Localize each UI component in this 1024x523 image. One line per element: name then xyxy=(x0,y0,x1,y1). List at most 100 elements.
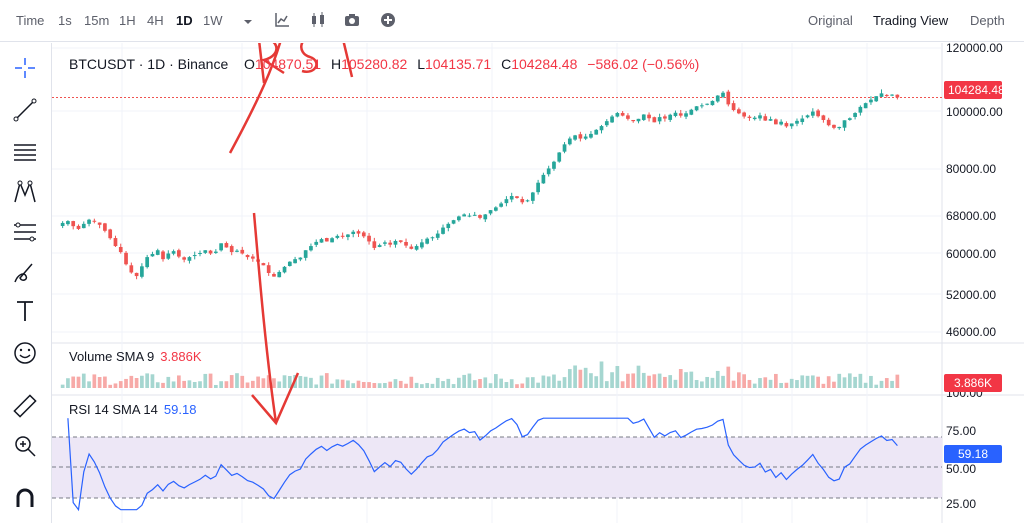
candle-body xyxy=(758,115,762,119)
volume-bar xyxy=(895,374,900,388)
volume-bar xyxy=(240,375,245,388)
candles-icon[interactable] xyxy=(308,10,328,30)
volume-bar xyxy=(388,381,393,388)
emoji-icon[interactable] xyxy=(10,338,40,368)
volume-bar xyxy=(446,378,451,388)
candle-body xyxy=(208,250,213,254)
symbol-label[interactable]: BTCUSDT · 1D · Binance xyxy=(69,56,229,72)
add-icon[interactable] xyxy=(378,10,398,30)
camera-icon[interactable] xyxy=(342,10,362,30)
change-value: −586.02 (−0.56%) xyxy=(587,56,700,72)
view-tradingview-button[interactable]: Trading View xyxy=(873,13,949,28)
volume-legend[interactable]: Volume SMA 9 3.886K xyxy=(69,349,201,364)
candle-body xyxy=(409,246,414,249)
candle-body xyxy=(298,257,303,260)
candle-body xyxy=(293,259,297,264)
view-original-button[interactable]: Original xyxy=(808,13,853,28)
candle-body xyxy=(626,115,630,119)
volume-bar xyxy=(282,375,287,388)
rsi-axis-label: 25.00 xyxy=(946,497,977,511)
volume-bar xyxy=(372,383,377,388)
candle-body xyxy=(187,257,192,261)
chart-canvas[interactable] xyxy=(52,43,1024,523)
horizontal-lines-icon[interactable] xyxy=(10,137,40,167)
volume-bar xyxy=(483,377,488,388)
volume-bar xyxy=(789,378,794,388)
chevron-down-icon[interactable] xyxy=(238,12,258,32)
brush-icon[interactable] xyxy=(10,258,40,288)
timeframe-1d[interactable]: 1D xyxy=(176,13,193,28)
volume-bar xyxy=(494,374,498,388)
volume-bar xyxy=(129,375,134,388)
volume-bar xyxy=(879,380,884,388)
timeframe-4h[interactable]: 4H xyxy=(147,13,164,28)
candle-body xyxy=(494,207,498,211)
volume-bar xyxy=(599,361,604,388)
volume-bar xyxy=(652,374,657,388)
candle-body xyxy=(821,115,826,120)
rsi-axis-label: 75.00 xyxy=(946,424,977,438)
candle-body xyxy=(377,245,382,247)
volume-bar xyxy=(314,384,319,388)
high-label: H xyxy=(330,56,342,72)
timeframe-1h[interactable]: 1H xyxy=(119,13,136,28)
volume-bar xyxy=(536,382,540,388)
volume-bar xyxy=(747,379,752,388)
rsi-line xyxy=(67,417,898,512)
fib-icon[interactable] xyxy=(10,217,40,247)
candle-body xyxy=(863,103,868,109)
volume-bar xyxy=(731,380,736,388)
zoom-icon[interactable] xyxy=(10,431,40,461)
volume-bar xyxy=(520,383,525,388)
candle-body xyxy=(663,116,667,119)
candle-body xyxy=(324,238,329,242)
volume-bar xyxy=(266,375,271,388)
open-label: O xyxy=(244,56,255,72)
candle-body xyxy=(488,210,493,214)
volume-bar xyxy=(298,376,303,388)
pattern-icon[interactable] xyxy=(10,177,40,207)
rsi-legend[interactable]: RSI 14 SMA 14 59.18 xyxy=(69,402,196,417)
candle-body xyxy=(589,133,593,138)
volume-bar xyxy=(604,381,609,388)
indicators-icon[interactable] xyxy=(272,10,292,30)
volume-bar xyxy=(488,383,493,388)
candle-body xyxy=(435,233,440,238)
candle-body xyxy=(578,134,583,139)
volume-bar xyxy=(235,373,239,388)
candle-body xyxy=(166,253,171,259)
close-label: C xyxy=(501,56,512,72)
candle-body xyxy=(129,265,134,273)
ruler-icon[interactable] xyxy=(10,391,40,421)
annotation-letter-s xyxy=(300,43,318,73)
candle-body xyxy=(472,214,477,216)
candle-body xyxy=(97,222,102,225)
volume-bar xyxy=(552,374,556,388)
volume-bar xyxy=(103,376,107,388)
candle-body xyxy=(530,192,535,201)
timeframe-1s[interactable]: 1s xyxy=(58,13,72,28)
volume-bar xyxy=(890,380,894,388)
crosshair-icon[interactable] xyxy=(10,53,40,83)
candle-body xyxy=(103,223,107,231)
candle-body xyxy=(832,124,836,128)
candle-body xyxy=(118,247,123,253)
volume-bar xyxy=(758,378,762,388)
candle-body xyxy=(805,115,810,118)
candle-body xyxy=(641,114,646,120)
view-depth-button[interactable]: Depth xyxy=(970,13,1005,28)
volume-bar xyxy=(404,383,408,388)
trendline-icon[interactable] xyxy=(10,95,40,125)
volume-bar xyxy=(303,376,308,388)
text-icon[interactable] xyxy=(10,296,40,326)
candle-body xyxy=(779,121,783,125)
volume-bar xyxy=(451,384,456,388)
magnet-icon[interactable] xyxy=(10,483,40,513)
volume-bar xyxy=(610,372,614,388)
timeframe-1w[interactable]: 1W xyxy=(203,13,223,28)
time-label[interactable]: Time xyxy=(16,13,45,28)
candle-body xyxy=(700,105,704,107)
candle-body xyxy=(694,106,699,111)
candle-body xyxy=(372,241,377,248)
timeframe-15m[interactable]: 15m xyxy=(84,13,110,28)
